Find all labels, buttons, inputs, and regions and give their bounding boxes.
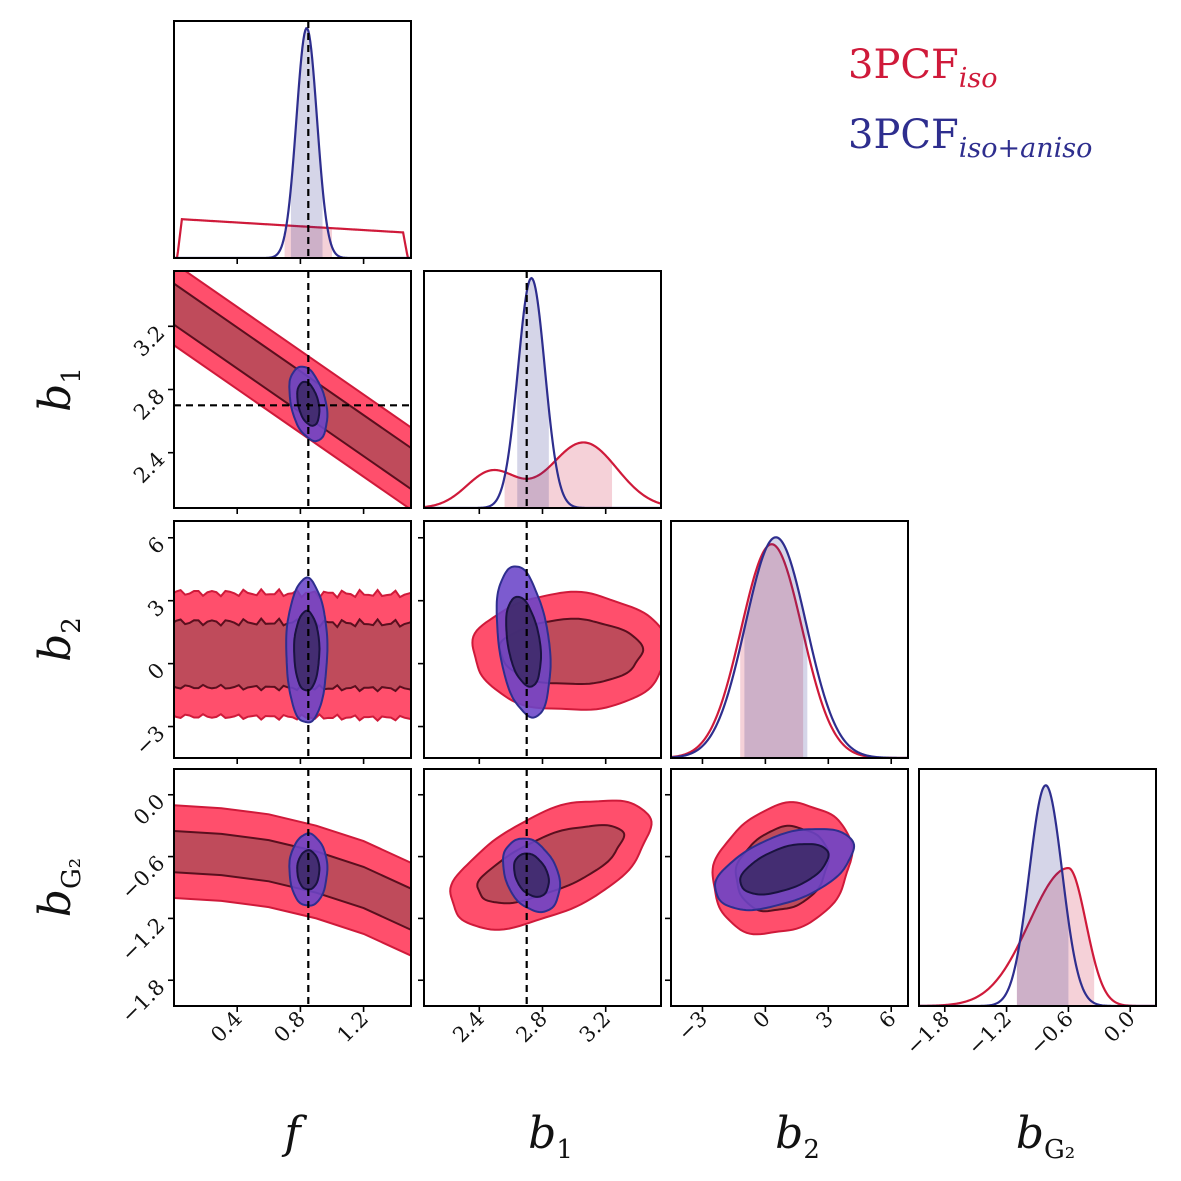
x-axis-label-f: f xyxy=(281,1108,307,1159)
panel-frame-f-b2 xyxy=(173,520,412,759)
legend-entry-iso: 3PCFiso xyxy=(848,42,997,94)
marginal-f xyxy=(174,27,411,258)
joint-b1-b2 xyxy=(471,565,661,719)
panel-frame-b2-bG2 xyxy=(670,768,909,1007)
y-axis-label-bG2: bG₂ xyxy=(30,858,87,917)
panel-frame-f-bG2 xyxy=(173,768,412,1007)
x-axis-label-bG2: bG₂ xyxy=(1016,1108,1075,1165)
contour-68-aniso xyxy=(739,843,830,896)
joint-f-b2 xyxy=(174,576,411,724)
x-tick-label-b2: 6 xyxy=(874,1007,900,1033)
x-tick-label-bG2: 0.0 xyxy=(1099,1007,1140,1048)
density-curve-iso xyxy=(174,218,411,258)
svg-text:b1: b1 xyxy=(30,367,87,412)
y-tick-label-b1: 2.4 xyxy=(129,447,170,488)
y-axis-label-b1: b1 xyxy=(30,367,87,412)
panel-frame-b2-b2 xyxy=(670,520,909,759)
x-axis-label-b2: b2 xyxy=(775,1108,820,1165)
panel-frame-bG2-bG2 xyxy=(918,768,1157,1007)
joint-f-bG2 xyxy=(174,804,411,957)
svg-text:bG₂: bG₂ xyxy=(30,858,87,917)
joint-b1-bG2 xyxy=(449,799,653,931)
y-tick-label-b1: 2.8 xyxy=(129,384,170,425)
y-tick-label-b2: −3 xyxy=(131,721,170,760)
x-tick-label-b1: 2.8 xyxy=(511,1007,552,1048)
density-curve-aniso xyxy=(671,536,908,758)
joint-b2-bG2 xyxy=(711,801,856,936)
x-tick-label-f: 1.2 xyxy=(333,1007,374,1048)
x-tick-label-b1: 2.4 xyxy=(448,1007,489,1048)
marginal-bG2 xyxy=(919,784,1156,1006)
x-tick-label-bG2: −1.2 xyxy=(963,1007,1016,1060)
y-tick-label-bG2: −0.6 xyxy=(117,851,170,904)
x-tick-label-b1: 3.2 xyxy=(575,1007,616,1048)
x-tick-label-f: 0.8 xyxy=(269,1007,310,1048)
y-tick-label-bG2: 0.0 xyxy=(129,789,170,830)
credible-band-aniso xyxy=(1016,785,1069,1006)
y-tick-label-b2: 3 xyxy=(143,595,169,621)
marginal-b2 xyxy=(671,536,908,758)
y-tick-label-bG2: −1.2 xyxy=(117,913,170,966)
y-axis-label-b2: b2 xyxy=(30,617,87,662)
x-tick-label-b2: −3 xyxy=(673,1007,712,1046)
contour-68-aniso xyxy=(513,852,550,898)
panel-frame-f-f xyxy=(173,20,412,259)
contour-68-aniso xyxy=(293,609,321,692)
joint-f-b1 xyxy=(174,271,411,508)
y-tick-label-bG2: −1.8 xyxy=(117,975,170,1028)
density-curve-iso xyxy=(919,866,1156,1006)
legend-entry-aniso: 3PCFiso+aniso xyxy=(848,112,1092,164)
contour-68-aniso xyxy=(505,595,542,688)
density-curve-iso xyxy=(424,441,661,508)
x-tick-label-bG2: −1.8 xyxy=(901,1007,954,1060)
credible-band-iso xyxy=(1016,868,1095,1006)
marginal-b1 xyxy=(424,276,661,508)
credible-band-aniso xyxy=(744,537,808,758)
x-tick-label-f: 0.4 xyxy=(206,1007,247,1048)
x-tick-label-b2: 0 xyxy=(748,1007,774,1033)
svg-text:b2: b2 xyxy=(30,617,87,662)
x-tick-label-bG2: −0.6 xyxy=(1025,1007,1078,1060)
density-curve-aniso xyxy=(174,27,411,258)
y-tick-label-b2: 6 xyxy=(143,532,169,558)
x-tick-label-b2: 3 xyxy=(811,1007,837,1033)
credible-band-aniso xyxy=(290,28,323,258)
y-tick-label-b1: 3.2 xyxy=(129,321,170,362)
credible-band-aniso xyxy=(517,278,549,508)
credible-band-iso xyxy=(740,544,804,758)
x-axis-label-b1: b1 xyxy=(528,1108,573,1165)
y-tick-label-b2: 0 xyxy=(143,658,169,684)
